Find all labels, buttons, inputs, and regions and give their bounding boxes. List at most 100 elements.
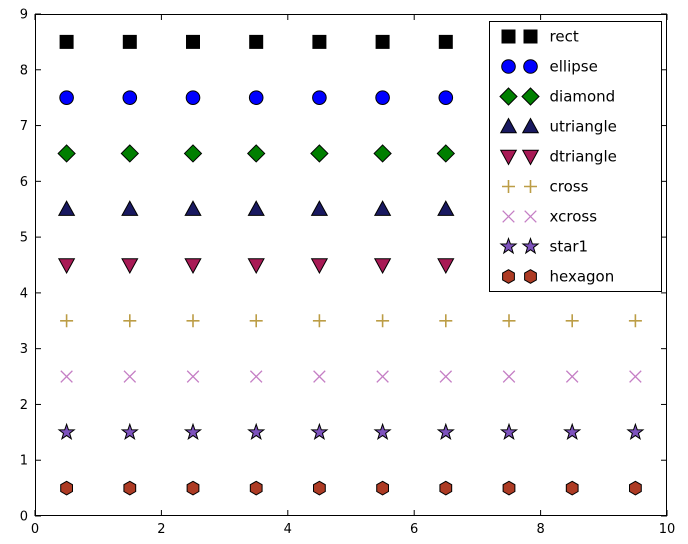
triangle-up-marker-icon (499, 117, 518, 134)
triangle-up-marker-icon (373, 200, 392, 216)
x-marker-icon (123, 370, 137, 383)
star-marker-icon (120, 422, 139, 441)
legend-item-ellipse: ellipse (501, 58, 598, 76)
hexagon-marker-icon (502, 269, 515, 284)
legend-item-star1: star1 (499, 236, 589, 256)
star-marker-icon (499, 422, 519, 441)
plus-marker-icon (312, 314, 326, 328)
plus-marker-icon (186, 314, 200, 328)
x-marker-icon (60, 370, 73, 383)
star-marker-icon (499, 236, 518, 255)
star-marker-icon (626, 422, 645, 441)
series-star1 (57, 422, 645, 441)
plus-marker-icon (502, 180, 515, 193)
legend-item-utriangle: utriangle (499, 117, 617, 136)
legend-label: diamond (550, 88, 616, 106)
diamond-marker-icon (246, 144, 266, 163)
y-tick-label: 6 (20, 175, 28, 190)
diamond-marker-icon (373, 144, 392, 163)
x-tick-label: 6 (410, 522, 418, 537)
y-tick-label: 4 (20, 286, 28, 301)
triangle-down-marker-icon (499, 149, 518, 166)
legend-item-hexagon: hexagon (502, 268, 615, 286)
x-marker-icon (629, 370, 642, 383)
legend-label: rect (550, 28, 579, 46)
square-marker-icon (59, 34, 74, 49)
x-marker-icon (502, 370, 516, 383)
diamond-marker-icon (499, 87, 518, 106)
hexagon-marker-icon (123, 480, 137, 496)
legend-label: utriangle (550, 118, 617, 136)
triangle-down-marker-icon (247, 258, 265, 275)
square-marker-icon (249, 34, 264, 49)
diamond-marker-icon (436, 144, 456, 163)
triangle-down-marker-icon (184, 258, 202, 275)
plus-marker-icon (376, 314, 390, 328)
legend-item-cross: cross (502, 178, 589, 196)
legend-label: ellipse (550, 58, 598, 76)
triangle-up-marker-icon (521, 117, 540, 134)
legend-label: star1 (550, 238, 589, 256)
triangle-up-marker-icon (310, 200, 329, 216)
legend-item-dtriangle: dtriangle (499, 148, 617, 166)
triangle-up-marker-icon (437, 200, 455, 216)
triangle-up-marker-icon (57, 200, 76, 216)
hexagon-marker-icon (376, 480, 389, 496)
diamond-marker-icon (57, 144, 76, 163)
plus-marker-icon (565, 314, 579, 328)
x-tick-label: 10 (659, 522, 676, 537)
y-tick-label: 3 (20, 342, 28, 357)
plot-frame (35, 14, 667, 516)
hexagon-marker-icon (249, 480, 263, 496)
plus-marker-icon (502, 314, 516, 328)
hexagon-marker-icon (524, 269, 537, 284)
square-marker-icon (438, 34, 453, 49)
circle-marker-icon (248, 90, 264, 105)
square-marker-icon (186, 34, 200, 49)
circle-marker-icon (438, 90, 454, 105)
y-tick-label: 5 (20, 231, 28, 246)
triangle-down-marker-icon (437, 258, 455, 275)
circle-marker-icon (122, 90, 138, 105)
plus-marker-icon (628, 314, 642, 328)
triangle-up-marker-icon (121, 200, 139, 216)
x-marker-icon (439, 370, 453, 383)
x-marker-icon (524, 210, 537, 223)
legend-item-xcross: xcross (502, 208, 597, 226)
y-tick-label: 9 (20, 8, 28, 23)
plus-marker-icon (439, 314, 453, 328)
series-hexagon (60, 480, 642, 496)
triangle-down-marker-icon (57, 258, 76, 275)
hexagon-marker-icon (60, 480, 73, 496)
y-tick-label: 8 (20, 63, 28, 78)
diamond-marker-icon (183, 144, 203, 163)
triangle-up-marker-icon (184, 200, 202, 216)
x-marker-icon (502, 210, 515, 223)
legend-box (489, 21, 662, 292)
series-xcross (60, 370, 642, 383)
hexagon-marker-icon (439, 480, 453, 496)
legend-label: hexagon (550, 268, 615, 286)
star-marker-icon (57, 422, 76, 441)
legend-label: dtriangle (550, 148, 617, 166)
hexagon-marker-icon (565, 480, 579, 496)
legend-label: cross (550, 178, 589, 196)
circle-marker-icon (185, 90, 201, 105)
x-tick-label: 8 (536, 522, 544, 537)
x-marker-icon (376, 370, 389, 383)
y-tick-label: 0 (20, 510, 28, 525)
y-tick-label: 1 (20, 454, 28, 469)
diamond-marker-icon (310, 144, 329, 163)
star-marker-icon (563, 422, 582, 441)
square-marker-icon (501, 29, 516, 44)
x-marker-icon (313, 370, 326, 383)
x-tick-label: 4 (284, 522, 292, 537)
circle-marker-icon (501, 59, 516, 74)
circle-marker-icon (523, 59, 538, 74)
star-marker-icon (436, 422, 455, 441)
x-tick-label: 0 (31, 522, 39, 537)
square-marker-icon (375, 34, 390, 49)
plus-marker-icon (249, 314, 263, 328)
